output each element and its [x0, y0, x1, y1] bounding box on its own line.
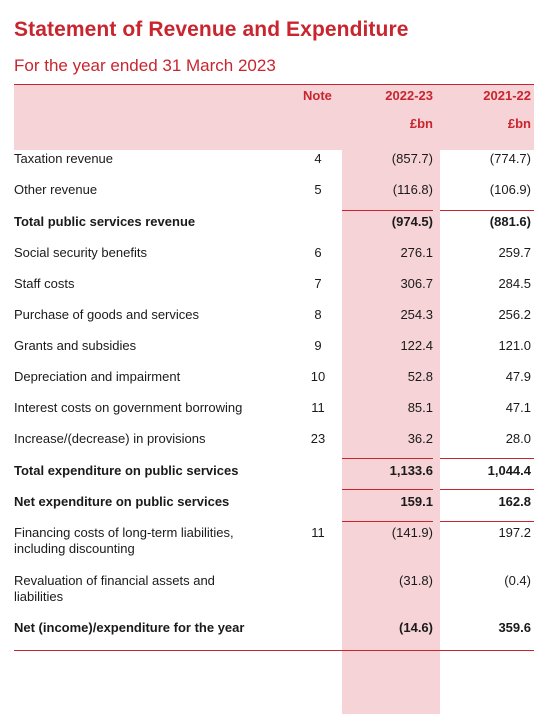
row-value-2021-22: 121.0: [498, 338, 531, 353]
subtotal-rule: [440, 521, 534, 522]
page-title: Statement of Revenue and Expenditure: [14, 18, 409, 41]
row-value-2022-23: (141.9): [391, 525, 433, 540]
subtotal-rule: [342, 458, 433, 459]
row-value-2022-23: (116.8): [392, 182, 433, 197]
row-label: Taxation revenue: [14, 151, 114, 166]
header-unit-2022-23: £bn: [409, 116, 433, 131]
table-bottom-rule: [14, 650, 534, 651]
subtotal-rule: [342, 521, 433, 522]
row-value-2022-23: 306.7: [400, 276, 433, 291]
row-value-2022-23: 159.1: [400, 494, 433, 509]
row-note: 4: [314, 151, 322, 166]
row-value-2022-23: (857.7): [391, 151, 433, 166]
row-note: 6: [314, 245, 322, 260]
row-label: Increase/(decrease) in provisions: [14, 431, 206, 446]
header-band: [14, 84, 534, 150]
row-label: Interest costs on government borrowing: [14, 400, 243, 415]
row-note: 8: [314, 307, 322, 322]
row-value-2021-22: (106.9): [489, 182, 531, 197]
row-value-2021-22: (0.4): [504, 573, 531, 588]
row-value-2022-23: (974.5): [391, 214, 433, 229]
row-value-2022-23: 276.1: [400, 245, 433, 260]
subtotal-rule: [342, 489, 433, 490]
subtotal-rule: [440, 210, 534, 211]
row-value-2021-22: (881.6): [489, 214, 531, 229]
row-value-2021-22: 259.7: [498, 245, 531, 260]
table-top-rule: [14, 84, 534, 85]
row-value-2022-23: (31.8): [399, 573, 433, 588]
page-subtitle: For the year ended 31 March 2023: [14, 56, 276, 75]
row-label: Revaluation of financial assets and liab…: [14, 573, 215, 604]
subtotal-rule: [440, 458, 534, 459]
row-value-2021-22: 1,044.4: [487, 463, 531, 478]
row-value-2021-22: 284.5: [498, 276, 531, 291]
row-label: Net expenditure on public services: [14, 494, 230, 509]
row-value-2021-22: 47.9: [505, 369, 531, 384]
row-value-2021-22: 256.2: [498, 307, 531, 322]
row-label: Total expenditure on public services: [14, 463, 239, 478]
row-label: Total public services revenue: [14, 214, 196, 229]
row-value-2022-23: 52.8: [407, 369, 433, 384]
row-value-2022-23: 1,133.6: [389, 463, 433, 478]
row-label: Social security benefits: [14, 245, 147, 260]
current-year-column-band: [342, 150, 440, 714]
header-note: Note: [303, 88, 332, 103]
row-note: 23: [310, 431, 326, 446]
header-col-2022-23: 2022-23: [385, 88, 433, 103]
row-note: 5: [314, 182, 322, 197]
header-col-2021-22: 2021-22: [483, 88, 531, 103]
row-value-2022-23: 122.4: [400, 338, 433, 353]
row-note: 10: [310, 369, 326, 384]
row-value-2022-23: (14.6): [399, 620, 433, 635]
row-value-2021-22: 359.6: [498, 620, 531, 635]
row-value-2021-22: 197.2: [498, 525, 531, 540]
row-note: 11: [311, 400, 325, 415]
row-value-2022-23: 85.1: [407, 400, 433, 415]
row-note: 11: [311, 525, 325, 540]
row-value-2022-23: 254.3: [400, 307, 433, 322]
row-label: Staff costs: [14, 276, 75, 291]
header-unit-2021-22: £bn: [507, 116, 531, 131]
row-label: Other revenue: [14, 182, 98, 197]
row-value-2021-22: 162.8: [498, 494, 531, 509]
row-value-2022-23: 36.2: [407, 431, 433, 446]
subtotal-rule: [342, 210, 433, 211]
row-value-2021-22: 47.1: [505, 400, 531, 415]
row-value-2021-22: (774.7): [489, 151, 531, 166]
row-note: 9: [314, 338, 322, 353]
row-label: Purchase of goods and services: [14, 307, 199, 322]
row-label: Net (income)/expenditure for the year: [14, 620, 245, 635]
row-label: Grants and subsidies: [14, 338, 137, 353]
row-note: 7: [314, 276, 322, 291]
row-label: Depreciation and impairment: [14, 369, 181, 384]
row-value-2021-22: 28.0: [505, 431, 531, 446]
row-label: Financing costs of long-term liabilities…: [14, 525, 234, 556]
subtotal-rule: [440, 489, 534, 490]
